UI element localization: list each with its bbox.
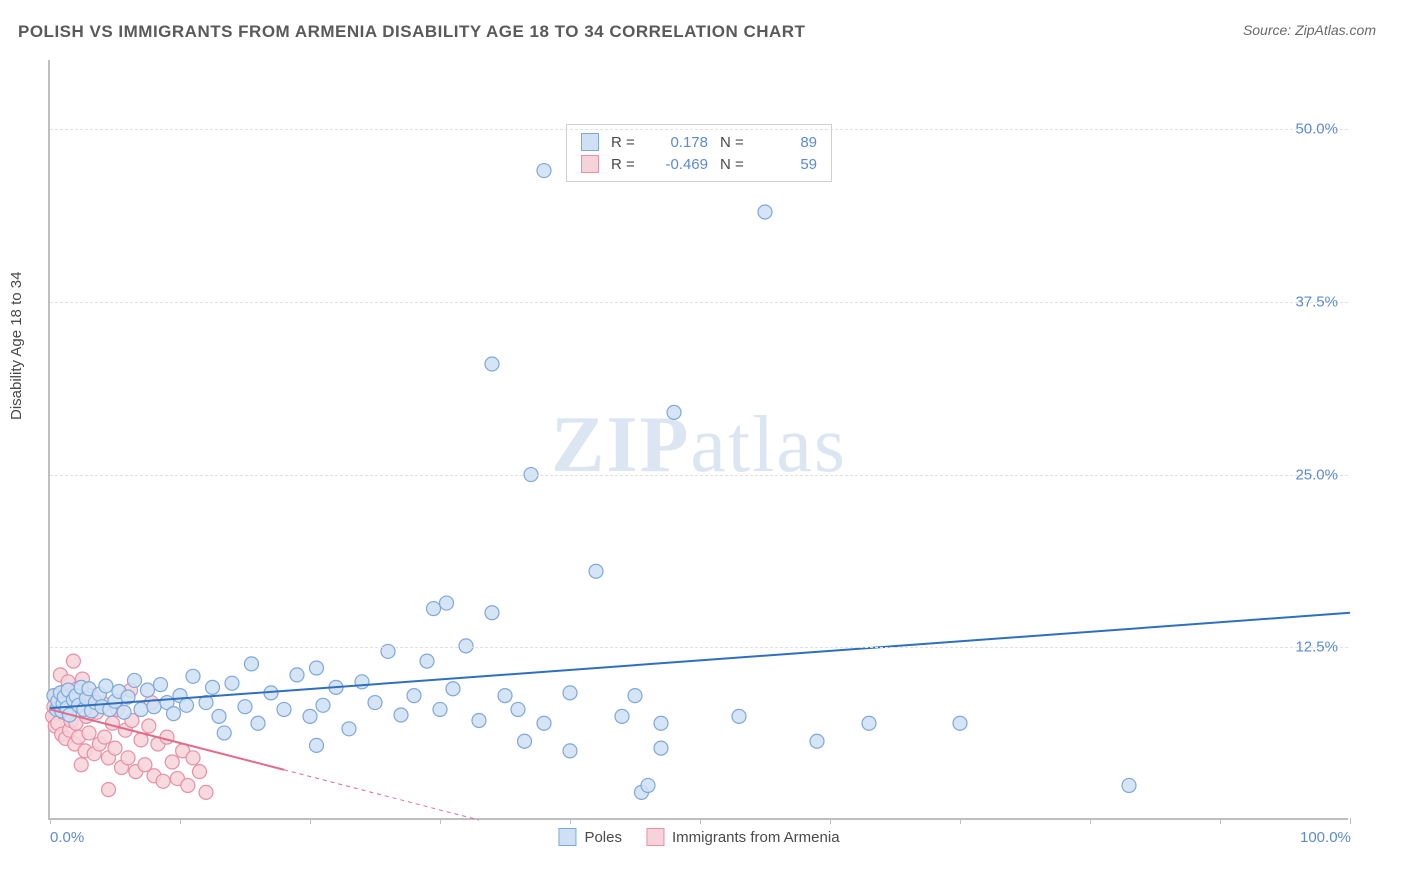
y-tick-label: 25.0%: [1295, 466, 1338, 483]
legend-item-poles: Poles: [558, 828, 622, 846]
legend-label-n: N =: [720, 156, 750, 173]
y-tick-label: 37.5%: [1295, 293, 1338, 310]
x-tick: [960, 818, 961, 824]
chart-title: POLISH VS IMMIGRANTS FROM ARMENIA DISABI…: [18, 22, 805, 42]
x-tick: [440, 818, 441, 824]
swatch-armenia: [581, 155, 599, 173]
swatch-poles: [581, 133, 599, 151]
x-tick: [700, 818, 701, 824]
correlation-legend: R = 0.178 N = 89 R = -0.469 N = 59: [566, 124, 832, 182]
chart-plot-area: ZIPatlas R = 0.178 N = 89 R = -0.469 N =…: [48, 60, 1348, 820]
grid-line: [50, 129, 1348, 130]
x-tick: [1090, 818, 1091, 824]
legend-label-armenia: Immigrants from Armenia: [672, 829, 840, 846]
x-tick: [570, 818, 571, 824]
x-tick: [1220, 818, 1221, 824]
source-attribution: Source: ZipAtlas.com: [1243, 22, 1376, 38]
x-tick: [50, 818, 51, 824]
x-tick: [180, 818, 181, 824]
legend-label-r: R =: [611, 156, 641, 173]
legend-row-armenia: R = -0.469 N = 59: [581, 153, 817, 175]
x-tick: [1350, 818, 1351, 824]
legend-value-r-poles: 0.178: [653, 134, 708, 151]
grid-line: [50, 475, 1348, 476]
x-tick-label: 100.0%: [1300, 829, 1351, 846]
x-tick-label: 0.0%: [50, 829, 84, 846]
x-tick: [830, 818, 831, 824]
y-tick-label: 50.0%: [1295, 121, 1338, 138]
series-legend: Poles Immigrants from Armenia: [558, 828, 839, 846]
grid-line: [50, 647, 1348, 648]
legend-value-n-poles: 89: [762, 134, 817, 151]
y-axis-label: Disability Age 18 to 34: [8, 272, 25, 420]
swatch-poles: [558, 828, 576, 846]
legend-item-armenia: Immigrants from Armenia: [646, 828, 840, 846]
legend-label-r: R =: [611, 134, 641, 151]
legend-value-n-armenia: 59: [762, 156, 817, 173]
legend-row-poles: R = 0.178 N = 89: [581, 131, 817, 153]
grid-line: [50, 302, 1348, 303]
legend-label-poles: Poles: [584, 829, 622, 846]
swatch-armenia: [646, 828, 664, 846]
x-tick: [310, 818, 311, 824]
legend-value-r-armenia: -0.469: [653, 156, 708, 173]
legend-label-n: N =: [720, 134, 750, 151]
y-tick-label: 12.5%: [1295, 639, 1338, 656]
